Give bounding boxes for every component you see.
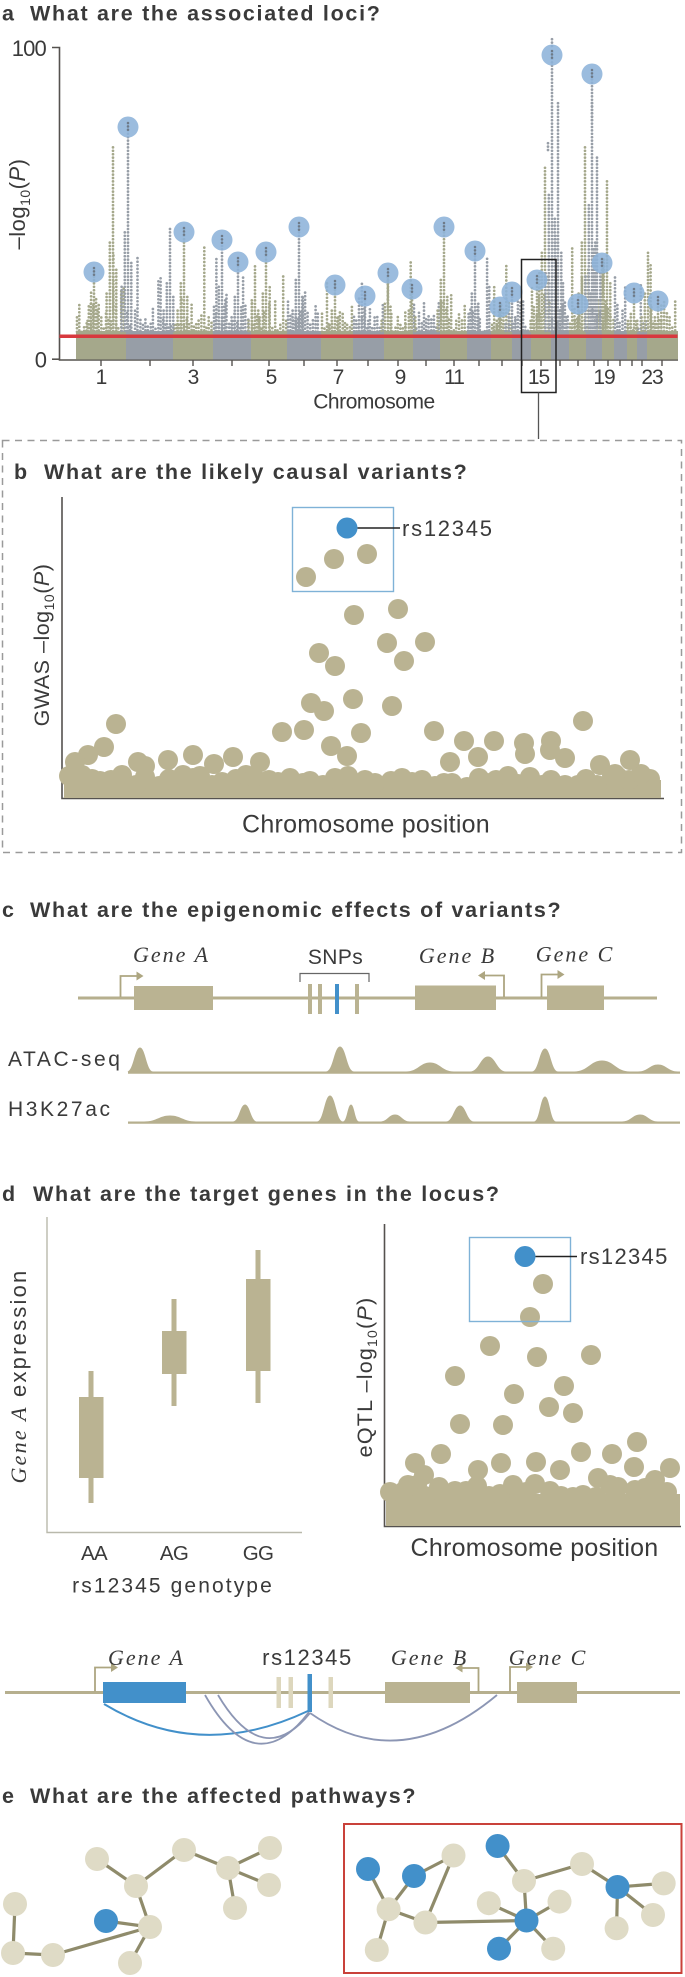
svg-text:What are the associated loci?: What are the associated loci? [30,2,382,26]
svg-text:What are the epigenomic effect: What are the epigenomic effects of varia… [30,898,562,922]
svg-text:eQTL –log10(P): eQTL –log10(P) [353,1297,380,1458]
svg-text:c: c [2,898,14,922]
svg-text:Gene A: Gene A [108,1645,185,1670]
svg-text:3: 3 [188,366,199,389]
svg-text:H3K27ac: H3K27ac [8,1098,113,1121]
svg-text:GG: GG [243,1542,274,1565]
svg-text:b: b [14,460,27,484]
svg-text:GWAS –log10(P): GWAS –log10(P) [30,564,57,727]
svg-text:e: e [2,1784,14,1808]
svg-text:15: 15 [528,366,550,389]
svg-text:5: 5 [266,366,277,389]
svg-text:What are the target genes in t: What are the target genes in the locus? [33,1182,501,1206]
svg-text:–log10(P): –log10(P) [5,158,33,249]
svg-text:What are the affected pathways: What are the affected pathways? [30,1784,417,1808]
svg-text:Chromosome position: Chromosome position [411,1534,659,1562]
svg-text:9: 9 [395,366,406,389]
svg-text:Gene C: Gene C [509,1645,588,1670]
svg-text:100: 100 [12,36,47,61]
svg-text:AA: AA [81,1542,108,1565]
svg-text:23: 23 [641,366,663,389]
svg-text:rs12345: rs12345 [402,516,494,541]
svg-text:Gene C: Gene C [536,942,615,967]
svg-text:Gene B: Gene B [391,1645,468,1670]
svg-text:SNPs: SNPs [308,946,363,969]
svg-text:AG: AG [160,1542,188,1565]
svg-text:19: 19 [593,366,615,389]
svg-text:Gene A: Gene A [133,942,210,967]
svg-text:11: 11 [444,366,464,389]
svg-text:rs12345: rs12345 [580,1244,669,1269]
svg-text:Chromosome: Chromosome [313,391,435,414]
svg-text:Chromosome position: Chromosome position [242,811,490,839]
svg-text:What are the likely causal var: What are the likely causal variants? [44,460,468,484]
svg-text:d: d [2,1182,15,1206]
svg-text:rs12345: rs12345 [262,1645,353,1670]
svg-text:Gene B: Gene B [419,943,496,968]
svg-text:1: 1 [96,366,107,389]
svg-text:Gene A expression: Gene A expression [6,1269,31,1484]
svg-text:7: 7 [333,366,344,389]
svg-text:ATAC-seq: ATAC-seq [8,1048,123,1071]
svg-text:a: a [2,2,15,26]
svg-text:rs12345 genotype: rs12345 genotype [72,1575,274,1598]
svg-text:0: 0 [35,348,47,373]
